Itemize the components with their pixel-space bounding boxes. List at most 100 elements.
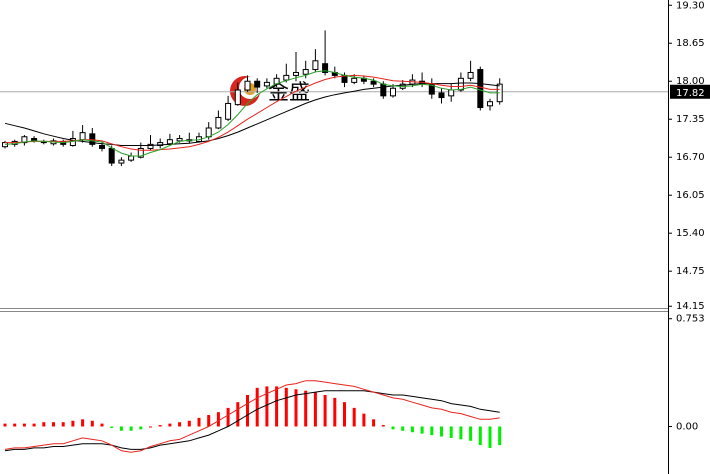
histogram-bar: [119, 426, 123, 431]
histogram-bar: [372, 419, 376, 427]
histogram-bar: [216, 412, 220, 427]
histogram-bar: [265, 386, 269, 427]
histogram-bar: [401, 426, 405, 431]
histogram-bar: [22, 423, 26, 427]
candle-body: [293, 71, 299, 76]
candle-body: [322, 63, 329, 73]
candle-body: [254, 80, 261, 88]
histogram-bar: [391, 426, 395, 430]
candle-body: [99, 145, 105, 149]
histogram-bar: [129, 426, 133, 431]
y-tick-label: 0.00: [676, 421, 698, 432]
histogram-bar: [430, 426, 434, 436]
indicator-line: [4, 390, 500, 452]
candle-body: [21, 136, 28, 144]
candle-body: [215, 116, 222, 129]
candle-body: [234, 89, 241, 106]
histogram-bar: [158, 425, 162, 427]
histogram-bar: [343, 402, 346, 427]
histogram-bar: [197, 417, 201, 427]
candle-body: [370, 80, 377, 85]
candle-body: [302, 69, 309, 75]
candle-body: [137, 147, 144, 158]
histogram-bar: [440, 426, 443, 437]
indicator-line: [4, 82, 500, 146]
candle-body: [390, 87, 396, 97]
candle-body: [89, 133, 96, 145]
last-price-label: 17.82: [676, 88, 705, 99]
y-tick-label: 14.75: [676, 266, 705, 277]
indicator-line: [5, 74, 500, 151]
histogram-bar: [207, 415, 211, 427]
histogram-bar: [449, 426, 453, 438]
histogram-bar: [246, 395, 249, 427]
indicator-line: [4, 70, 500, 157]
candle-body: [448, 89, 455, 97]
y-tick-label: 15.40: [676, 228, 705, 239]
candle-body: [477, 69, 484, 109]
y-tick-label: 19.30: [676, 0, 705, 11]
histogram-bar: [333, 397, 337, 427]
y-tick-label: 18.00: [676, 76, 705, 87]
histogram-bar: [81, 419, 85, 427]
candle-body: [147, 143, 154, 149]
histogram-bar: [478, 426, 482, 446]
y-tick-label: 16.70: [676, 152, 705, 163]
watermark-logo: 金盛: [230, 76, 310, 106]
histogram-bar: [178, 422, 182, 427]
histogram-bar: [459, 426, 463, 440]
candle-body: [157, 142, 164, 147]
y-tick-label: 0.753: [676, 314, 705, 325]
y-tick-label: 17.35: [676, 114, 705, 125]
last-price-box: [670, 84, 710, 99]
histogram-bar: [255, 387, 259, 427]
histogram-bar: [410, 426, 414, 433]
histogram-bar: [323, 395, 327, 427]
histogram-bar: [100, 423, 104, 427]
candle-body: [487, 101, 493, 107]
candle-body: [312, 60, 319, 71]
histogram-bar: [71, 420, 75, 427]
candle-body: [428, 83, 435, 95]
histogram-bar: [168, 423, 172, 427]
candle-body: [108, 147, 115, 164]
histogram-bar: [236, 402, 240, 427]
candle-body: [244, 80, 251, 91]
histogram-bar: [42, 422, 46, 427]
candle-body: [263, 81, 270, 87]
indicator-line: [4, 380, 500, 453]
histogram-bar: [90, 420, 94, 427]
candle-body: [166, 139, 173, 145]
candle-body: [283, 74, 290, 81]
candle-body: [351, 77, 358, 83]
histogram-bar: [304, 390, 308, 427]
histogram-bar: [226, 407, 230, 427]
candle-body: [60, 141, 67, 145]
candle-body: [79, 132, 86, 141]
histogram-bar: [294, 389, 298, 427]
histogram-bar: [187, 420, 191, 427]
candle-body: [225, 102, 232, 120]
histogram-bar: [149, 426, 152, 428]
candle-body: [380, 83, 387, 97]
y-tick-label: 16.05: [676, 190, 705, 201]
histogram-bar: [488, 426, 492, 448]
histogram-bar: [362, 413, 366, 427]
histogram-bar: [32, 423, 36, 427]
histogram-bar: [3, 423, 7, 427]
candle-body: [467, 71, 474, 79]
candle-body: [118, 159, 125, 164]
y-tick-label: 18.65: [676, 38, 705, 49]
histogram-bar: [498, 426, 502, 446]
histogram-bar: [110, 426, 114, 428]
histogram-bar: [313, 392, 317, 427]
histogram-bar: [139, 426, 143, 430]
candle-body: [457, 77, 464, 91]
histogram-bar: [13, 423, 17, 427]
candle-body: [176, 138, 183, 142]
histogram-bar: [469, 426, 473, 441]
histogram-bar: [284, 387, 288, 427]
candle-body: [438, 92, 445, 99]
